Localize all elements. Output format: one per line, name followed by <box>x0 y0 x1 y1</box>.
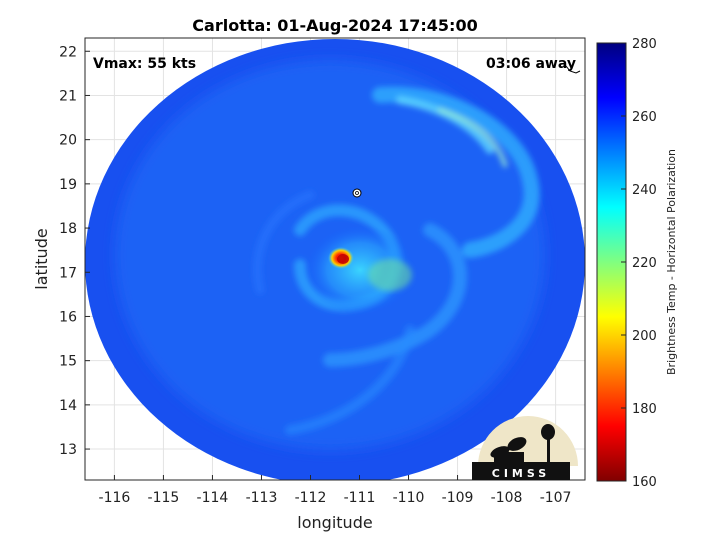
island-marker-inner <box>355 191 359 195</box>
axes-frame <box>84 37 586 481</box>
x-tick-label: -113 <box>246 490 278 506</box>
logo-dish-base <box>494 452 524 464</box>
coastline-fragment <box>565 65 581 74</box>
x-tick-label: -114 <box>197 490 229 506</box>
colorbar-tick-label: 180 <box>632 402 657 417</box>
y-tick-label: 18 <box>59 221 77 237</box>
y-axis: 13 14 15 16 17 18 19 20 21 22 <box>59 44 90 458</box>
y-tick-label: 13 <box>59 442 77 458</box>
logo-dish-right <box>507 437 527 451</box>
colorbar-tick-label: 260 <box>632 110 657 125</box>
colorbar-tick-label: 200 <box>632 329 657 344</box>
y-tick-label: 16 <box>59 309 77 325</box>
x-tick-label: -111 <box>344 490 376 506</box>
x-axis-label: longitude <box>297 513 372 532</box>
y-axis-label: latitude <box>32 228 51 289</box>
colorbar-tick-label: 160 <box>632 475 657 490</box>
island-marker <box>352 188 362 198</box>
rainband-south <box>285 325 415 435</box>
x-axis: -116 -115 -114 -113 -112 -111 -110 -109 -108 -107 <box>99 475 572 506</box>
logo-tower-leg <box>547 436 550 464</box>
y-tick-label: 22 <box>59 44 77 60</box>
x-tick-label: -107 <box>540 490 572 506</box>
colorbar-tick-label: 220 <box>632 256 657 271</box>
rainband-northeast <box>437 107 508 168</box>
rainband-west <box>252 190 315 295</box>
colorbar: 160 180 200 220 240 260 280 Brightness Temp - … <box>596 37 678 490</box>
y-tick-label: 20 <box>59 133 77 149</box>
colorbar-tick-label: 280 <box>632 37 657 52</box>
brightness-temp-swath <box>85 39 585 480</box>
east-glow <box>368 259 412 291</box>
logo-water-tower <box>541 424 555 440</box>
x-tick-label: -115 <box>148 490 180 506</box>
logo-ground <box>472 462 570 480</box>
vmax-annotation: Vmax: 55 kts <box>93 56 196 72</box>
x-tick-label: -109 <box>442 490 474 506</box>
chart-title: Carlotta: 01-Aug-2024 17:45:00 <box>192 16 477 35</box>
x-tick-label: -112 <box>295 490 327 506</box>
time-away-annotation: 03:06 away <box>486 56 576 72</box>
y-tick-label: 21 <box>59 88 77 104</box>
x-tick-label: -108 <box>491 490 523 506</box>
colorbar-tick-label: 240 <box>632 183 657 198</box>
cimss-logo: CIMSS <box>472 416 578 480</box>
y-tick-label: 17 <box>59 265 77 281</box>
logo-text: CIMSS <box>492 467 550 480</box>
y-tick-label: 19 <box>59 177 77 193</box>
colorbar-label: Brightness Temp - Horizontal Polarizatio… <box>665 149 678 375</box>
x-tick-label: -116 <box>99 490 131 506</box>
core-glow <box>305 225 415 315</box>
rainband-outer <box>372 86 540 258</box>
x-tick-label: -110 <box>393 490 425 506</box>
y-tick-label: 14 <box>59 398 77 414</box>
y-tick-label: 15 <box>59 354 77 370</box>
rainband-east <box>323 223 467 367</box>
eyewall-core <box>337 254 349 264</box>
colorbar-ticks: 160 180 200 220 240 260 280 <box>621 37 657 490</box>
